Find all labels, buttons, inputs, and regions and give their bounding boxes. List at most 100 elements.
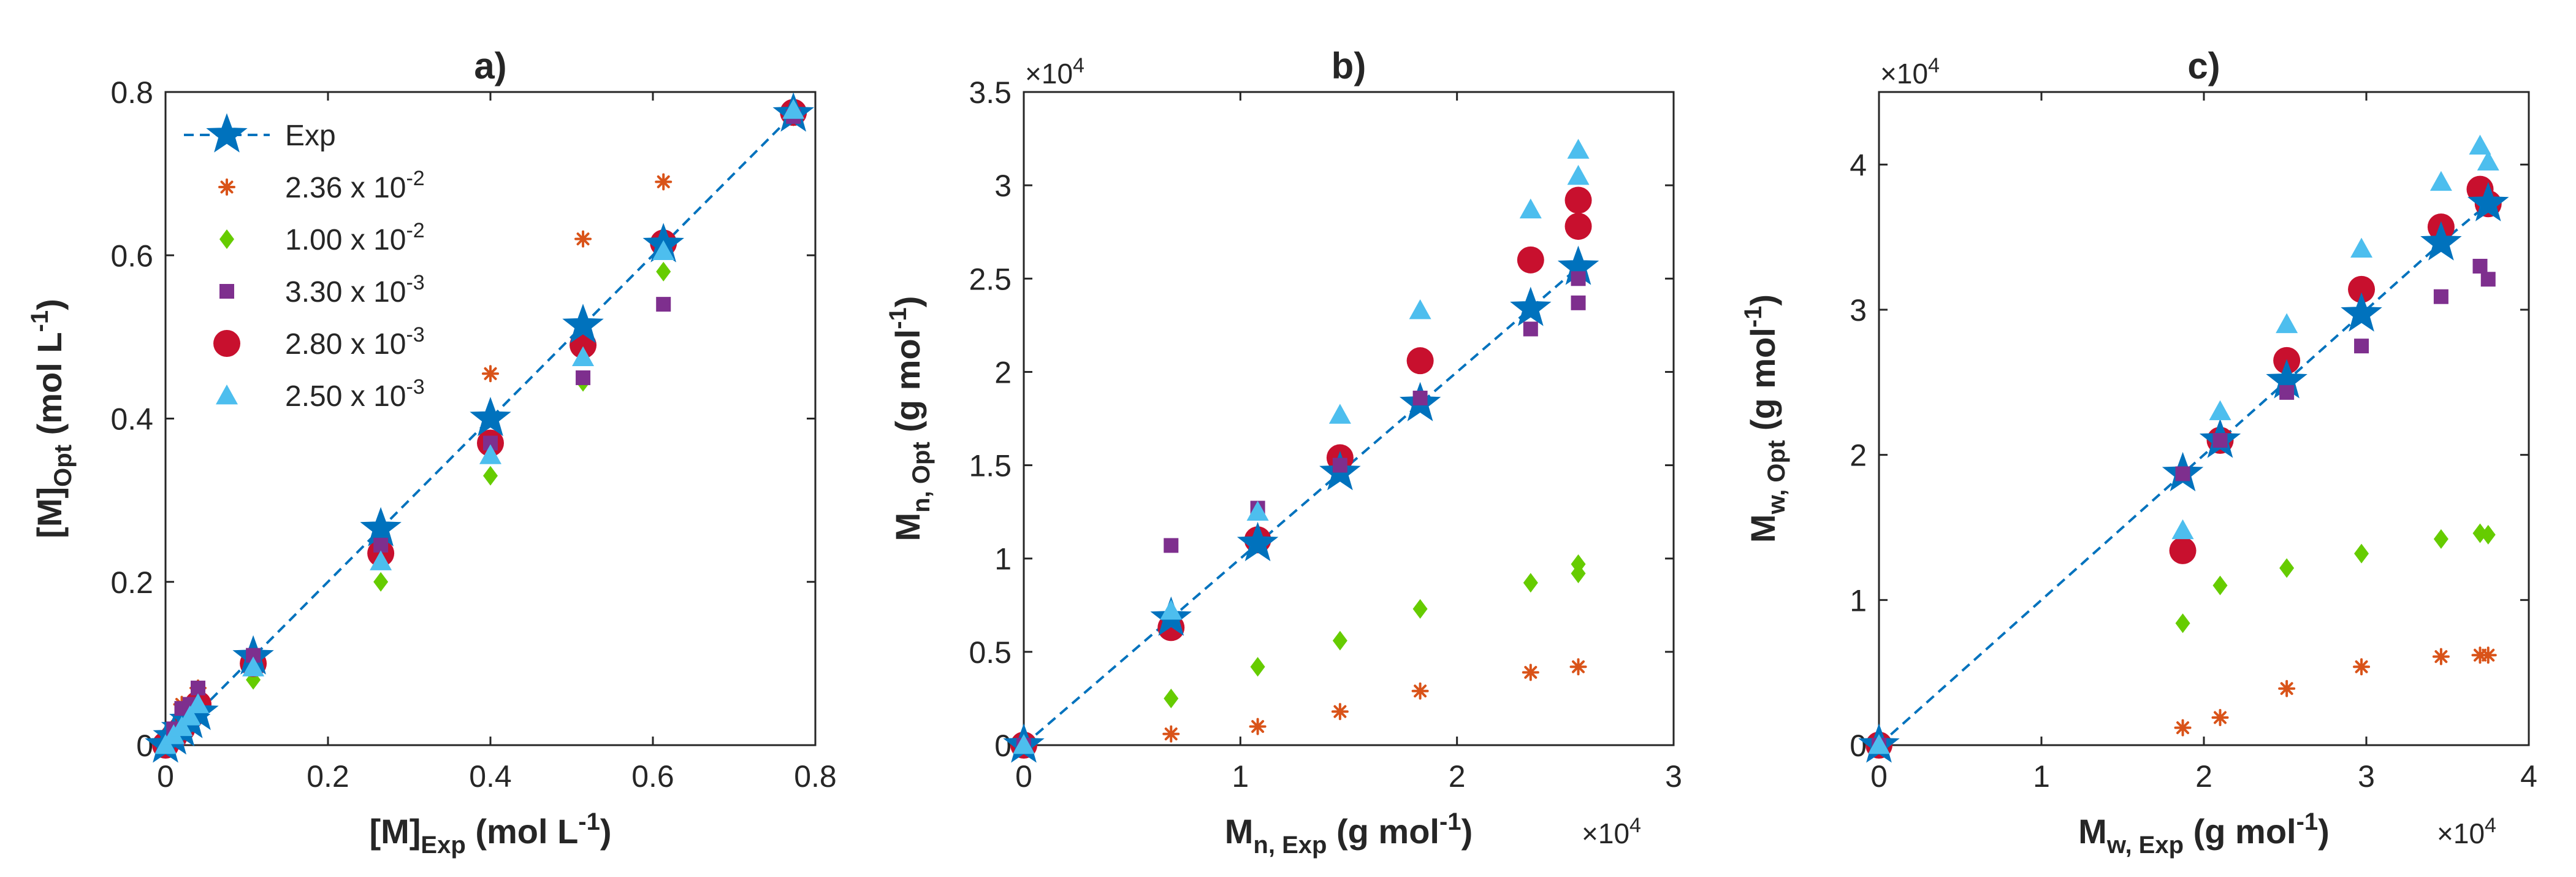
x-tick-label: 1 — [1232, 759, 1249, 794]
point-s100 — [2433, 529, 2448, 549]
point-s330 — [1164, 538, 1179, 553]
point-s280 — [2169, 537, 2197, 564]
point-s236 — [574, 230, 592, 248]
point-exp — [1510, 286, 1552, 326]
x-tick-label: 0.4 — [469, 759, 512, 794]
point-s236 — [2432, 648, 2450, 665]
y-tick-label: 3.5 — [969, 75, 1012, 110]
point-s100 — [1523, 573, 1538, 593]
point-s330 — [1412, 391, 1428, 406]
legend-label: 2.80 x 10-3 — [285, 323, 425, 361]
point-s100 — [656, 261, 671, 281]
point-s250 — [2477, 150, 2499, 170]
y-exponent-label: ×104 — [1025, 54, 1084, 90]
point-s330 — [1523, 321, 1538, 337]
point-s236 — [1331, 703, 1349, 721]
point-s280 — [2348, 275, 2376, 303]
y-tick-label: 0.8 — [110, 75, 153, 110]
point-s330 — [2279, 385, 2295, 400]
series-s250 — [154, 99, 805, 754]
point-s100 — [1250, 657, 1265, 677]
point-s250 — [652, 240, 675, 260]
legend-marker-s330 — [219, 284, 234, 299]
y-tick-label: 0 — [136, 729, 153, 763]
legend-label: 3.30 x 10-3 — [285, 271, 425, 308]
point-s236 — [1569, 658, 1587, 676]
point-s330 — [1332, 458, 1347, 473]
y-tick-label: 3 — [994, 169, 1012, 203]
point-s250 — [2209, 400, 2231, 421]
point-s330 — [2480, 272, 2496, 287]
point-s236 — [1162, 725, 1180, 743]
point-s250 — [782, 99, 805, 119]
point-s280 — [1564, 186, 1592, 214]
point-s236 — [1249, 718, 1267, 735]
x-axis-title: Mw, Exp (g mol-1) — [2078, 808, 2330, 859]
x-tick-label: 2 — [1449, 759, 1466, 794]
point-exp — [562, 304, 604, 343]
point-s100 — [2212, 575, 2228, 596]
legend-marker-s250 — [216, 385, 238, 405]
point-exp — [2420, 221, 2462, 261]
point-s330 — [2175, 466, 2190, 481]
point-s100 — [2354, 543, 2369, 564]
legend-marker-s280 — [213, 330, 240, 357]
y-exponent-label: ×104 — [1880, 54, 1940, 90]
x-tick-label: 0 — [1870, 759, 1888, 794]
y-tick-label: 1 — [994, 542, 1012, 576]
point-s330 — [2354, 339, 2369, 354]
point-s330 — [1571, 295, 1586, 310]
point-s250 — [2276, 313, 2298, 334]
legend-marker-s236 — [218, 178, 235, 196]
x-tick-label: 1 — [2033, 759, 2050, 794]
y-axis-title: [M]Opt (mol L-1) — [26, 299, 77, 538]
panel-1: 0 0.2 0.4 0.6 0.8 0 0.2 0.4 0.6 0.8 a) [M]Exp (mol … — [26, 45, 837, 859]
x-tick-label: 4 — [2520, 759, 2537, 794]
x-tick-label: 3 — [2358, 759, 2375, 794]
point-s250 — [2429, 170, 2452, 191]
panel-3: 0 1 2 3 4 0 1 2 3 4 ×104 ×104 c) Mw, Exp (g mol-1) Mw,… — [1740, 45, 2537, 859]
x-tick-label: 0 — [1015, 759, 1032, 794]
point-s250 — [1246, 500, 1269, 521]
point-s250 — [1013, 734, 1035, 754]
y-tick-label: 2 — [1850, 438, 1867, 473]
point-s100 — [1332, 630, 1347, 651]
series-s250 — [1013, 139, 1590, 754]
y-tick-label: 0.2 — [110, 565, 153, 600]
point-s330 — [2472, 259, 2488, 274]
point-s100 — [1571, 554, 1586, 574]
data-layer — [145, 92, 814, 763]
point-s236 — [2479, 646, 2497, 664]
legend-label: Exp — [285, 120, 336, 152]
legend-marker-exp — [206, 113, 248, 153]
y-tick-label: 1.5 — [969, 449, 1012, 483]
series-s250 — [1868, 134, 2499, 754]
point-s330 — [2433, 289, 2448, 304]
y-tick-label: 0 — [994, 729, 1012, 763]
point-s250 — [1519, 198, 1542, 219]
point-s236 — [482, 365, 499, 383]
y-tick-label: 0.5 — [969, 635, 1012, 670]
point-s250 — [1160, 599, 1183, 620]
point-s236 — [2278, 680, 2296, 697]
point-s250 — [2171, 519, 2194, 540]
panel-title: c) — [2187, 45, 2220, 86]
point-s250 — [1328, 404, 1351, 424]
point-s330 — [576, 370, 591, 385]
point-s250 — [1868, 734, 1890, 754]
x-axis-title: [M]Exp (mol L-1) — [369, 808, 611, 859]
point-s330 — [191, 680, 205, 695]
plot-area — [1878, 91, 2530, 746]
x-exponent-label: ×104 — [2437, 814, 2496, 849]
x-tick-label: 0.2 — [307, 759, 349, 794]
point-s250 — [2350, 237, 2373, 258]
data-layer — [1858, 134, 2509, 763]
point-s236 — [655, 173, 673, 191]
point-s330 — [2212, 433, 2228, 448]
x-tick-label: 0.8 — [794, 759, 837, 794]
point-exp — [1237, 521, 1279, 562]
point-s250 — [572, 346, 595, 367]
point-s100 — [373, 572, 389, 592]
panel-title: b) — [1332, 45, 1366, 86]
x-tick-label: 2 — [2195, 759, 2212, 794]
